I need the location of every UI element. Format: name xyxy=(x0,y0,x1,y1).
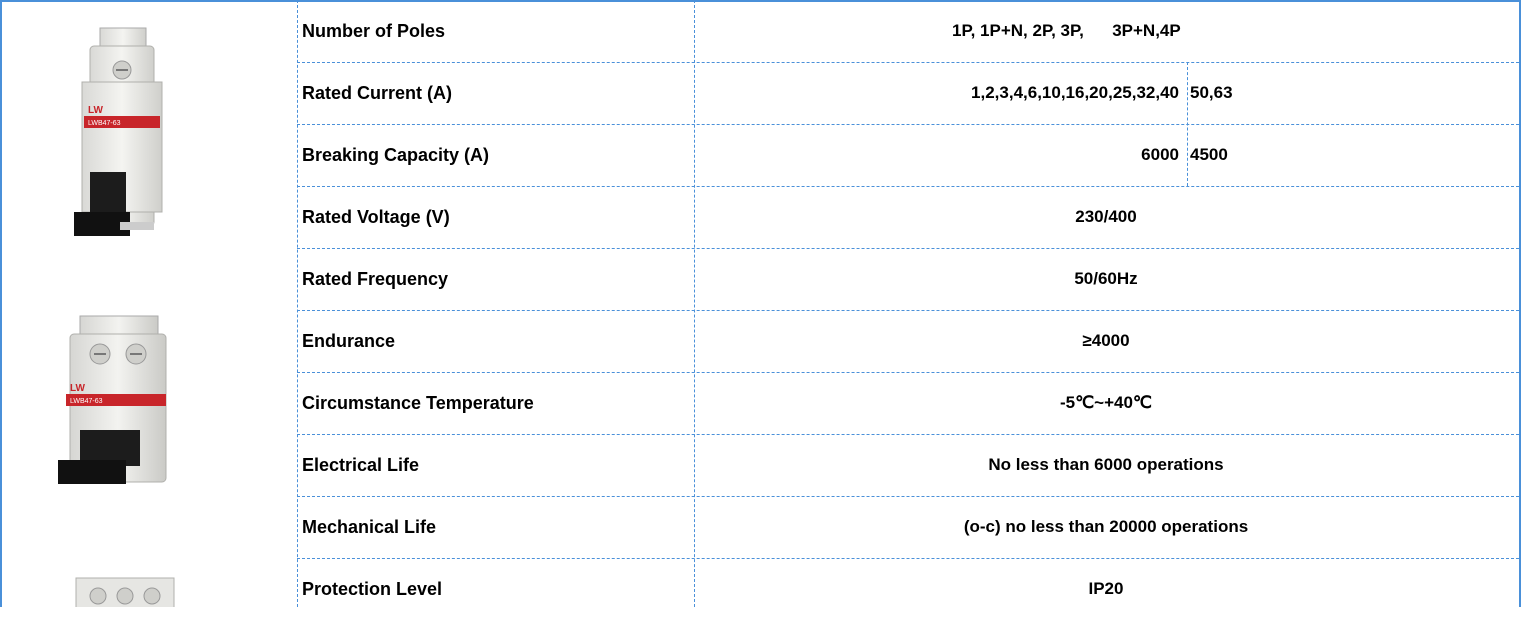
spec-label: Electrical Life xyxy=(302,455,420,475)
column-divider-middle xyxy=(694,0,695,607)
row-divider xyxy=(297,62,1519,63)
row-divider xyxy=(297,558,1519,559)
row-divider xyxy=(297,248,1519,249)
spec-value: 230/400 xyxy=(1075,207,1137,226)
row-divider xyxy=(297,186,1519,187)
breaker-2p-image: LW LWB47-63 xyxy=(58,315,167,484)
spec-row-endurance: Endurance ≥4000 xyxy=(297,310,1519,372)
breaker-3p-image: LW xyxy=(70,570,175,607)
spec-row-number-of-poles: Number of Poles 1P, 1P+N, 2P, 3P, 3P+N,4… xyxy=(297,0,1519,62)
spec-label: Rated Voltage (V) xyxy=(302,207,450,227)
brand-logo: LW xyxy=(70,570,71,571)
spec-label: Rated Frequency xyxy=(302,269,449,289)
spec-row-temperature: Circumstance Temperature -5℃~+40℃ xyxy=(297,372,1519,434)
spec-label: Number of Poles xyxy=(302,21,446,41)
spec-value: 1P, 1P+N, 2P, 3P, 3P+N,4P xyxy=(952,21,1181,40)
row-divider xyxy=(297,434,1519,435)
row-divider xyxy=(297,372,1519,373)
spec-value: (o-c) no less than 20000 operations xyxy=(963,517,1249,536)
spec-label: Endurance xyxy=(302,331,396,351)
breaker-1p-image: LW LWB47-63 xyxy=(74,27,163,236)
brand-logo: LW xyxy=(70,383,86,394)
spec-value-primary: 6000 xyxy=(1141,145,1179,164)
spec-value: 50/60Hz xyxy=(1074,269,1138,288)
spec-label: Circumstance Temperature xyxy=(302,393,534,413)
spec-row-breaking-capacity: Breaking Capacity (A) 6000 4500 xyxy=(297,124,1519,186)
spec-value: No less than 6000 operations xyxy=(988,455,1224,474)
row-divider xyxy=(297,124,1519,125)
spec-row-protection-level: Protection Level IP20 xyxy=(297,558,1519,620)
spec-value: -5℃~+40℃ xyxy=(1059,393,1153,412)
spec-row-rated-frequency: Rated Frequency 50/60Hz xyxy=(297,248,1519,310)
spec-value-primary: 1,2,3,4,6,10,16,20,25,32,40 xyxy=(971,83,1179,102)
spec-value: ≥4000 xyxy=(1082,331,1130,350)
spec-row-electrical-life: Electrical Life No less than 6000 operat… xyxy=(297,434,1519,496)
spec-label: Mechanical Life xyxy=(302,517,437,537)
spec-value: IP20 xyxy=(1088,579,1124,598)
spec-label: Breaking Capacity (A) xyxy=(302,145,490,165)
spec-row-rated-voltage: Rated Voltage (V) 230/400 xyxy=(297,186,1519,248)
spec-value-secondary: 50,63 xyxy=(1190,83,1233,102)
spec-value-secondary: 4500 xyxy=(1190,145,1228,164)
model-label: LWB47-63 xyxy=(88,120,121,127)
spec-label: Rated Current (A) xyxy=(302,83,453,103)
row-divider xyxy=(297,496,1519,497)
row-divider xyxy=(297,310,1519,311)
brand-logo: LW xyxy=(88,105,104,116)
spec-row-mechanical-life: Mechanical Life (o-c) no less than 20000… xyxy=(297,496,1519,558)
model-label: LWB47-63 xyxy=(70,398,103,405)
spec-label: Protection Level xyxy=(302,579,443,599)
spec-table-frame xyxy=(0,0,1521,607)
column-divider-left xyxy=(297,0,298,607)
spec-row-rated-current: Rated Current (A) 1,2,3,4,6,10,16,20,25,… xyxy=(297,62,1519,124)
